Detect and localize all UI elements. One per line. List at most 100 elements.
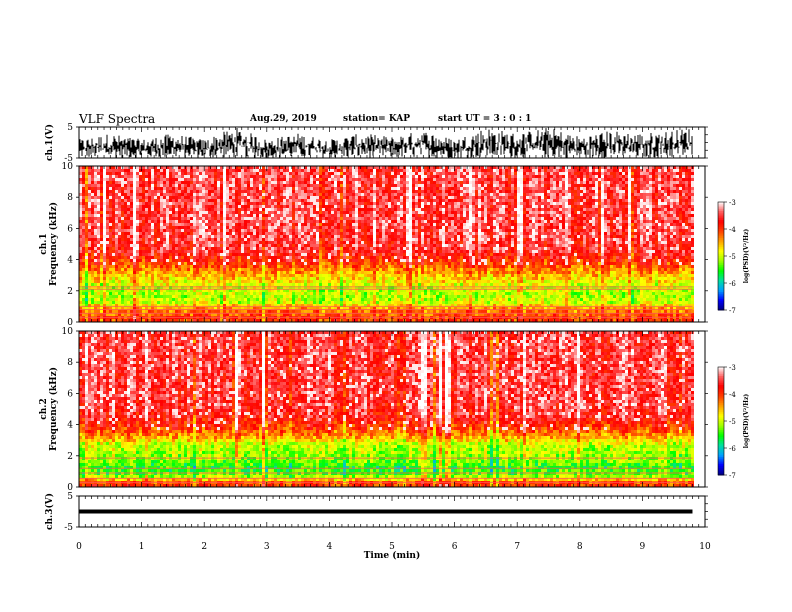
ch1-spectrogram-cell bbox=[220, 169, 223, 172]
ch1-spectrogram-cell bbox=[259, 235, 262, 238]
ch1-spectrogram-cell bbox=[109, 268, 112, 271]
ch1-spectrogram-cell bbox=[103, 229, 106, 232]
ch1-spectrogram-cell bbox=[187, 247, 190, 250]
ch1-spectrogram-cell bbox=[289, 178, 292, 181]
ch1-spectrogram-cell bbox=[349, 319, 352, 322]
ch1-spectrogram-cell bbox=[157, 217, 160, 220]
ch1-spectrogram-cell bbox=[307, 166, 310, 169]
ch1-spectrogram-cell bbox=[223, 223, 226, 226]
ch1-spectrogram-cell bbox=[244, 319, 247, 322]
ch1-spectrogram-cell bbox=[274, 307, 277, 310]
ch1-spectrogram-cell bbox=[82, 319, 85, 322]
ch1-spectrogram-cell bbox=[145, 190, 148, 193]
ch1-spectrogram-cell bbox=[175, 298, 178, 301]
ch1-spectrogram-cell bbox=[217, 262, 220, 265]
ch1-spectrogram-cell bbox=[241, 319, 244, 322]
ch1-spectrogram-cell bbox=[79, 208, 82, 211]
ch1-spectrogram-cell bbox=[196, 190, 199, 193]
ch1-spectrogram-cell bbox=[316, 193, 319, 196]
ch1-spectrogram-cell bbox=[340, 199, 343, 202]
ch1-spectrogram-cell bbox=[136, 313, 139, 316]
ch1-spectrogram-cell bbox=[103, 238, 106, 241]
ch1-spectrogram-cell bbox=[301, 166, 304, 169]
ch1-spectrogram-cell bbox=[151, 184, 154, 187]
ch1-spectrogram-cell bbox=[106, 232, 109, 235]
ch1-spectrogram-cell bbox=[295, 196, 298, 199]
ch1-spectrogram-cell bbox=[328, 250, 331, 253]
ch1-spectrogram-cell bbox=[97, 196, 100, 199]
ch1-spectrogram-cell bbox=[151, 280, 154, 283]
ch1-spectrogram-cell bbox=[94, 232, 97, 235]
ch1-spectrogram-cell bbox=[331, 265, 334, 268]
ch1-spectrogram-cell bbox=[286, 226, 289, 229]
ch1-spectrogram-cell bbox=[322, 232, 325, 235]
ch1-spectrogram-cell bbox=[235, 178, 238, 181]
ch1-spectrogram-cell bbox=[127, 253, 130, 256]
ch1-spectrogram-cell bbox=[133, 244, 136, 247]
ch1-spectrogram-cell bbox=[181, 202, 184, 205]
ch1-spectrogram-cell bbox=[181, 307, 184, 310]
ch1-spectrogram-cell bbox=[82, 280, 85, 283]
ch1-spectrogram-cell bbox=[130, 307, 133, 310]
ch1-spectrogram-cell bbox=[268, 301, 271, 304]
ch1-spectrogram-cell bbox=[259, 289, 262, 292]
ch1-spectrogram-cell bbox=[79, 271, 82, 274]
ch1-spectrogram-cell bbox=[112, 205, 115, 208]
ch1-spectrogram-cell bbox=[199, 232, 202, 235]
ch1-spectrogram-cell bbox=[151, 286, 154, 289]
ch1-spectrogram-cell bbox=[106, 193, 109, 196]
ch1-spectrogram-cell bbox=[343, 181, 346, 184]
ch1-spectrogram-cell bbox=[112, 211, 115, 214]
ch1-spectrogram-cell bbox=[199, 310, 202, 313]
ch1-spectrogram-cell bbox=[310, 214, 313, 217]
ch1-spectrogram-cell bbox=[205, 211, 208, 214]
ch1-spectrogram-cell bbox=[169, 199, 172, 202]
ch1-spectrogram-cell bbox=[211, 307, 214, 310]
ch1-spectrogram-cell bbox=[100, 217, 103, 220]
ch1-spectrogram-cell bbox=[130, 289, 133, 292]
ch1-spectrogram-cell bbox=[82, 286, 85, 289]
ch1-spectrogram-cell bbox=[349, 244, 352, 247]
ch1-spectrogram-cell bbox=[130, 310, 133, 313]
ch1-spectrogram-cell bbox=[103, 250, 106, 253]
ch1-spectrogram-cell bbox=[241, 196, 244, 199]
ch1-spectrogram-cell bbox=[289, 175, 292, 178]
ch1-spectrogram-cell bbox=[124, 250, 127, 253]
ch1-spectrogram-cell bbox=[166, 211, 169, 214]
ch1-spectrogram-cell bbox=[268, 289, 271, 292]
ch1-spectrogram-cell bbox=[118, 181, 121, 184]
ch1-spectrogram-cell bbox=[238, 304, 241, 307]
ch1-spectrogram-cell bbox=[352, 244, 355, 247]
ch1-spectrogram-cell bbox=[343, 319, 346, 322]
ch1-spectrogram-cell bbox=[175, 187, 178, 190]
ch1-spectrogram-cell bbox=[154, 214, 157, 217]
ch1-spectrogram-cell bbox=[100, 229, 103, 232]
ch1-spectrogram-cell bbox=[214, 181, 217, 184]
ch1-spectrogram-cell bbox=[202, 205, 205, 208]
ch1-spectrogram-cell bbox=[124, 310, 127, 313]
ch1-spectrogram-cell bbox=[268, 319, 271, 322]
ch1-spectrogram-cell bbox=[172, 265, 175, 268]
ch1-spectrogram-cell bbox=[220, 172, 223, 175]
ch1-spectrogram-cell bbox=[118, 307, 121, 310]
ch1-spectrogram-cell bbox=[223, 178, 226, 181]
ch1-spectrogram-cell bbox=[181, 271, 184, 274]
ch1-spectrogram-cell bbox=[325, 184, 328, 187]
ch1-spectrogram-cell bbox=[316, 238, 319, 241]
ch1-spectrogram-cell bbox=[304, 259, 307, 262]
ch1-spectrogram-cell bbox=[277, 214, 280, 217]
ch1-spectrogram-cell bbox=[109, 256, 112, 259]
ch1-spectrogram-cell bbox=[343, 217, 346, 220]
ch1-spectrogram-cell bbox=[286, 217, 289, 220]
ch1-spectrogram-cell bbox=[325, 229, 328, 232]
ch1-spectrogram-cell bbox=[325, 190, 328, 193]
ch1-spectrogram-cell bbox=[328, 274, 331, 277]
ch1-spectrogram-cell bbox=[331, 235, 334, 238]
ch1-spectrogram-cell bbox=[187, 202, 190, 205]
ch1-spectrogram-cell bbox=[184, 190, 187, 193]
ch1-spectrogram-cell bbox=[79, 184, 82, 187]
ch1-spectrogram-cell bbox=[163, 217, 166, 220]
ch1-spectrogram-cell bbox=[256, 199, 259, 202]
ch1-spectrogram-cell bbox=[277, 250, 280, 253]
ch1-spectrogram-cell bbox=[196, 259, 199, 262]
